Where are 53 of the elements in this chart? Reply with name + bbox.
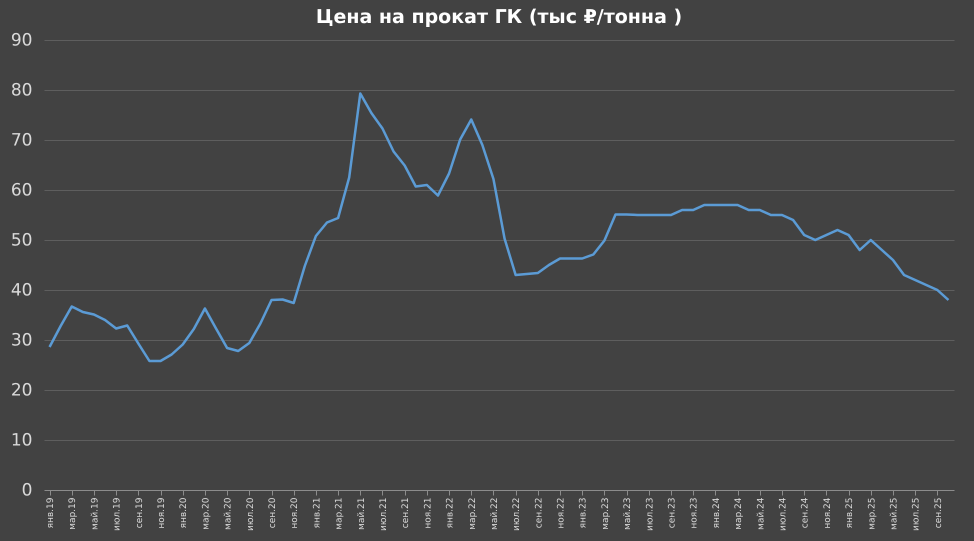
y-tick-label: 40 [10, 280, 32, 300]
x-tick-label: июл.23 [645, 498, 656, 531]
x-tick-label: май.21 [356, 498, 367, 530]
x-tick-label: сен.25 [934, 498, 944, 528]
y-tick-label: 50 [10, 230, 32, 250]
x-tick-label: май.19 [90, 497, 100, 530]
x-tick-label: июл.25 [912, 498, 922, 531]
x-tick-label: ноя.22 [556, 498, 567, 529]
x-tick-label: май.23 [623, 498, 634, 530]
x-tick-label: мар.23 [600, 498, 611, 530]
x-tick-label: июл.24 [778, 497, 788, 531]
x-tick-label: янв.21 [312, 498, 322, 528]
x-tick-label: янв.22 [446, 498, 456, 528]
x-tick-label: июл.19 [112, 497, 123, 531]
y-tick-label: 60 [10, 180, 32, 200]
x-tick-label: янв.19 [46, 497, 56, 528]
line-series [48, 92, 950, 362]
x-tick-label: сен.22 [534, 498, 544, 528]
x-tick-label: ноя.19 [157, 497, 168, 529]
x-tick-label: май.20 [224, 497, 234, 530]
y-tick-label: 80 [10, 80, 32, 100]
x-tick-label: май.22 [490, 498, 500, 530]
x-tick-label: ноя.24 [822, 497, 833, 529]
x-tick-label: сен.20 [268, 497, 278, 528]
x-tick-label: мар.21 [334, 498, 345, 530]
y-tick-label: 10 [10, 430, 32, 450]
x-tick-label: июл.22 [512, 498, 522, 531]
x-tick-label: сен.19 [134, 497, 145, 528]
y-tick-label: 90 [10, 30, 32, 50]
x-tick-label: сен.24 [800, 497, 811, 528]
y-tick-label: 70 [10, 130, 32, 150]
x-tick-label: мар.20 [201, 497, 212, 530]
x-tick-label: янв.24 [712, 497, 722, 528]
x-tick-label: мар.22 [468, 498, 478, 530]
x-tick-label: июл.20 [246, 497, 256, 531]
x-tick-label: мар.24 [734, 497, 744, 530]
x-tick-label: сен.23 [668, 498, 678, 528]
x-tick-label: сен.21 [401, 498, 412, 528]
y-tick-label: 20 [10, 380, 32, 400]
x-tick-label: май.24 [756, 497, 766, 530]
y-tick-label: 30 [10, 330, 32, 350]
x-tick-label: ноя.23 [690, 498, 700, 529]
chart-title: Цена на прокат ГК (тыс ₽/тонна ) [316, 6, 682, 28]
x-tick-label: ноя.21 [423, 498, 434, 529]
x-tick-label: июл.21 [378, 498, 389, 531]
x-tick-label: май.25 [889, 498, 900, 530]
x-tick-label: ноя.20 [290, 497, 300, 529]
x-tick-label: мар.19 [68, 497, 78, 530]
x-tick-label: янв.23 [578, 498, 589, 528]
x-tick-label: мар.25 [867, 498, 878, 530]
x-tick-label: янв.25 [845, 498, 856, 528]
y-tick-label: 0 [22, 480, 32, 500]
x-tick-label: янв.20 [179, 497, 190, 528]
